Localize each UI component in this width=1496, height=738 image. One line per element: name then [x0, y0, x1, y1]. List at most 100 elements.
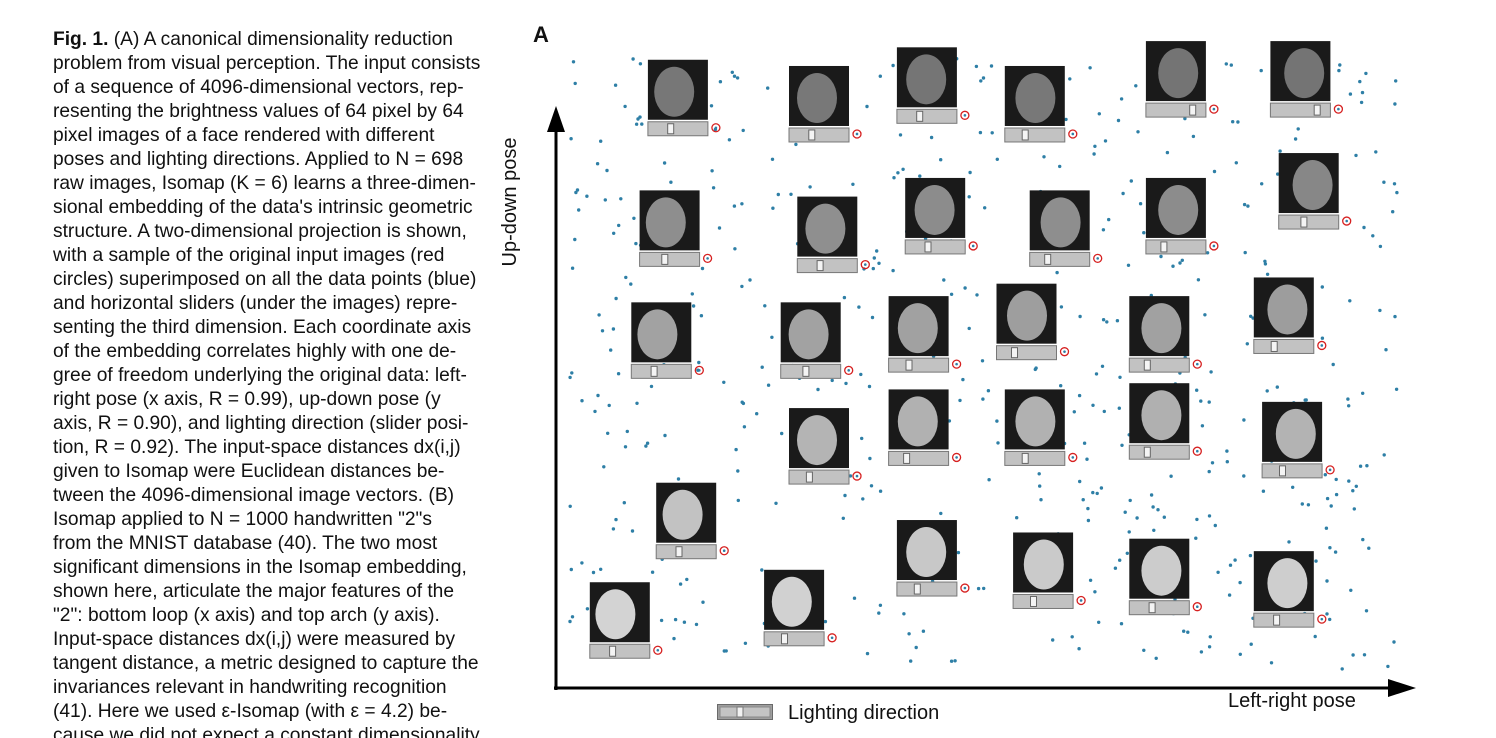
- data-point: [573, 81, 577, 86]
- data-point: [1249, 642, 1253, 646]
- slider-thumb: [609, 645, 617, 657]
- data-point: [1159, 254, 1163, 259]
- data-point: [865, 651, 870, 656]
- slider-thumb: [802, 365, 810, 377]
- slider-thumb: [924, 241, 932, 253]
- data-point: [1328, 546, 1332, 550]
- caption-line: from the MNIST database (40). The two mo…: [53, 533, 438, 554]
- data-point: [1246, 204, 1250, 208]
- slider-thumb: [1189, 104, 1197, 116]
- red-circle-marker: [1333, 104, 1344, 114]
- lighting-slider: [904, 239, 966, 255]
- data-point: [1382, 180, 1386, 184]
- data-point: [650, 570, 655, 574]
- data-point: [603, 198, 607, 202]
- data-point: [1263, 259, 1267, 263]
- data-point: [1314, 559, 1318, 563]
- data-point: [976, 586, 981, 591]
- slider-thumb: [1021, 452, 1029, 464]
- data-point: [1077, 393, 1082, 398]
- data-point: [1394, 79, 1398, 83]
- slider-thumb: [661, 253, 669, 265]
- data-point: [980, 359, 985, 363]
- data-point: [1323, 473, 1327, 477]
- face-image: [662, 489, 703, 540]
- data-point: [1364, 609, 1369, 613]
- data-point: [1242, 202, 1247, 207]
- data-point: [974, 64, 979, 69]
- data-point: [1395, 190, 1399, 195]
- data-point: [1303, 398, 1307, 402]
- data-point: [1334, 492, 1339, 497]
- red-circle-marker: [827, 633, 837, 643]
- data-point: [1059, 384, 1063, 388]
- caption-line: poses and lighting directions. Applied t…: [53, 149, 464, 170]
- data-point: [1349, 588, 1353, 592]
- red-circle-marker: [1342, 216, 1352, 226]
- data-point: [644, 444, 648, 448]
- data-point: [1102, 409, 1106, 414]
- data-point: [1227, 593, 1232, 597]
- sample-image: [888, 389, 962, 466]
- data-point: [645, 441, 650, 445]
- data-point: [1362, 225, 1366, 230]
- data-point: [1228, 563, 1233, 567]
- data-point: [1126, 263, 1131, 267]
- data-point: [995, 157, 999, 161]
- caption-line: with a sample of the original input imag…: [53, 245, 445, 266]
- panel-label: A: [533, 22, 549, 47]
- data-point: [1325, 496, 1330, 501]
- slider-thumb: [675, 546, 683, 558]
- data-point: [740, 202, 744, 206]
- sample-image: [630, 302, 704, 379]
- data-point: [869, 484, 874, 488]
- data-point: [614, 296, 618, 301]
- data-point: [570, 371, 574, 375]
- data-point: [1115, 319, 1120, 323]
- face-image: [897, 396, 938, 447]
- red-circle-marker: [1192, 602, 1202, 612]
- lighting-slider: [1128, 357, 1190, 373]
- lighting-slider: [1253, 338, 1315, 354]
- caption-line: and horizontal sliders (under the images…: [53, 293, 458, 314]
- legend-slider-icon: [717, 704, 773, 720]
- face-image: [1267, 558, 1308, 609]
- slider-thumb: [1021, 129, 1029, 141]
- data-point: [596, 393, 600, 398]
- sample-image: [896, 47, 970, 124]
- caption-line: senting the third dimension. Each coordi…: [53, 317, 472, 338]
- data-point: [1231, 120, 1235, 124]
- data-point: [848, 474, 853, 478]
- data-point: [1149, 493, 1154, 497]
- data-point: [733, 247, 737, 251]
- data-point: [789, 192, 793, 196]
- data-point: [1182, 629, 1186, 633]
- data-point: [1207, 645, 1212, 649]
- data-point: [1038, 484, 1042, 488]
- data-point: [989, 64, 994, 68]
- red-circle-marker: [968, 241, 978, 251]
- data-point: [1142, 231, 1146, 235]
- data-point: [909, 659, 913, 663]
- data-point: [1393, 102, 1397, 106]
- data-point: [1354, 484, 1358, 488]
- data-point: [611, 327, 616, 331]
- data-point: [843, 493, 847, 498]
- data-point: [1097, 112, 1101, 116]
- data-point: [1392, 640, 1396, 644]
- data-point: [634, 122, 639, 126]
- data-point: [1037, 472, 1041, 476]
- data-point: [1118, 375, 1122, 379]
- lighting-slider: [1278, 214, 1340, 230]
- face-image: [797, 72, 837, 123]
- data-point: [1213, 523, 1217, 528]
- red-circle-marker: [951, 452, 962, 463]
- data-point: [625, 429, 629, 434]
- data-point: [1101, 228, 1106, 232]
- x-axis-label: Left-right pose: [1228, 690, 1356, 712]
- caption-line: axis, R = 0.90), and lighting direction …: [53, 413, 469, 434]
- data-point: [673, 617, 678, 622]
- data-point: [844, 381, 848, 386]
- data-point: [1156, 508, 1160, 512]
- lighting-slider: [796, 258, 858, 274]
